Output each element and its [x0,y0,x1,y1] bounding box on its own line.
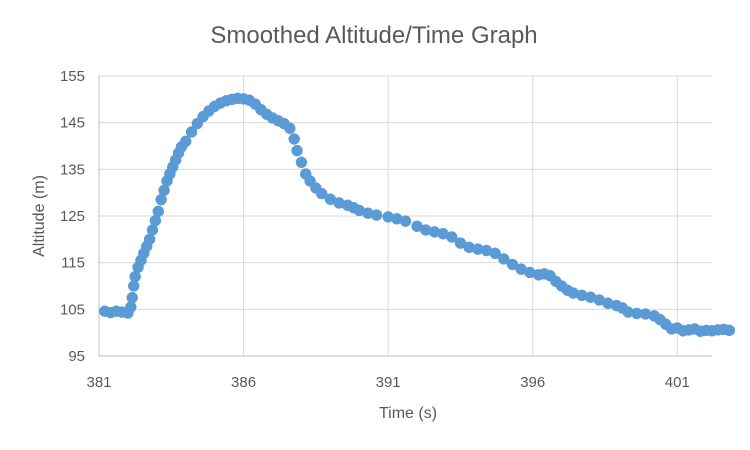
y-tick-label: 155 [60,68,85,85]
data-point [291,144,303,157]
data-point [315,187,328,200]
data-point [399,215,412,227]
y-tick-label: 95 [68,348,85,365]
data-points [99,92,736,338]
data-point [295,156,308,169]
data-point [152,205,165,218]
data-point [126,291,138,304]
axes [98,76,712,357]
data-point [185,126,198,138]
data-point [723,324,736,337]
data-point [370,209,383,221]
x-tick-label: 396 [520,374,545,391]
y-tick-label: 105 [60,301,85,318]
y-axis-title: Altitude (m) [31,175,48,257]
y-tick-label: 145 [60,115,85,132]
x-tick-label: 381 [86,374,111,391]
x-tick-label: 386 [231,374,256,391]
y-tick-label: 115 [61,255,85,272]
data-point [446,231,458,243]
tick-labels: 95 105 115 125 135 145 155 381 386 391 396 401 [60,68,690,391]
x-tick-label: 391 [376,374,401,391]
data-point [489,247,501,260]
y-tick-label: 135 [60,161,85,178]
x-axis-title: Time (s) [379,405,437,422]
data-point [284,122,296,135]
x-tick-label: 401 [665,374,690,391]
data-point [498,253,510,265]
data-point [288,133,300,145]
data-point [180,135,192,148]
y-tick-label: 125 [60,208,85,225]
chart-title: Smoothed Altitude/Time Graph [210,22,537,49]
